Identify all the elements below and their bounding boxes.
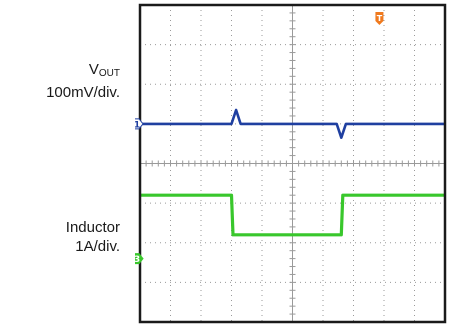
vout-trace — [140, 108, 445, 139]
channel-3-marker-text: 3 — [135, 255, 140, 265]
vout-label: VOUT 100mV/div. — [46, 60, 120, 102]
channel-3-marker: 3 — [135, 253, 144, 265]
inductor-scale: 1A/div. — [75, 238, 120, 255]
inductor-name: Inductor — [65, 219, 120, 236]
channel-1-marker: 1 — [135, 118, 144, 130]
trigger-marker-text: T — [377, 14, 383, 23]
trigger-marker: T — [375, 12, 384, 25]
inductor-trace — [140, 193, 445, 237]
scope-frame — [138, 3, 447, 324]
channel-1-marker-text: 1 — [135, 120, 140, 130]
vout-name: VOUT — [88, 61, 120, 79]
channel-3-marker-shape — [135, 253, 144, 265]
inductor-label: Inductor 1A/div. — [66, 218, 120, 256]
vout-subscript: OUT — [98, 68, 120, 79]
channel-1-marker-shape — [135, 118, 144, 130]
scope-display: 1 3 T — [135, 3, 447, 324]
vout-scale: 100mV/div. — [46, 84, 120, 101]
trigger-marker-shape — [375, 12, 384, 25]
